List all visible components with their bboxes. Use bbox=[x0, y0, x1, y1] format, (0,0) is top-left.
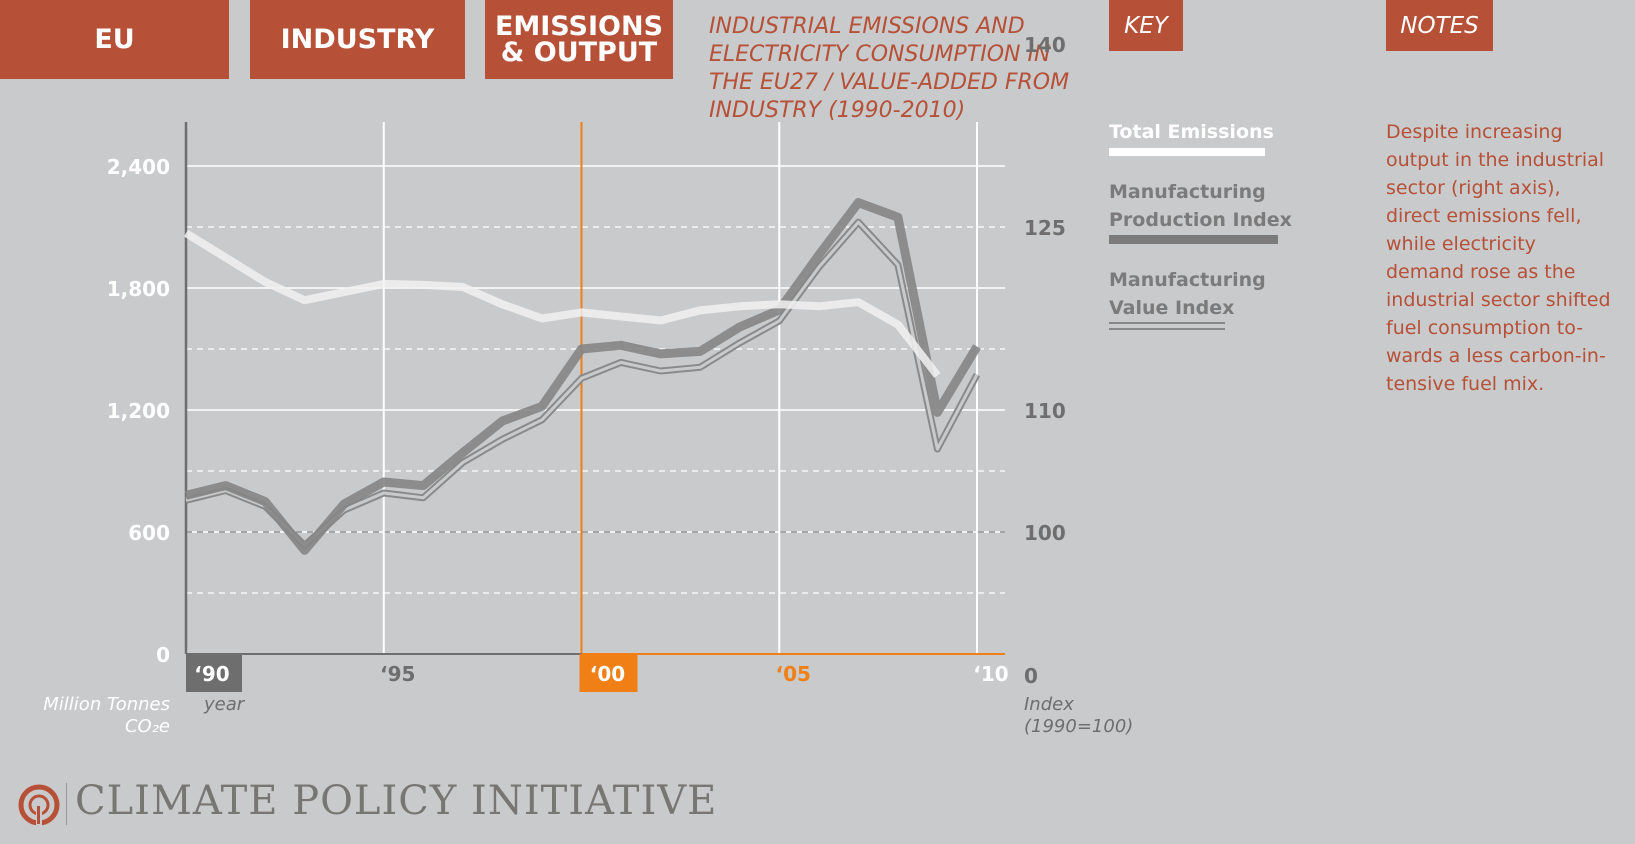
legend-label: Manufacturing bbox=[1109, 269, 1266, 291]
y-axis-right-title: (1990=100) bbox=[1024, 716, 1133, 737]
chart-title-line: INDUSTRY (1990-2010) bbox=[709, 98, 966, 123]
x-tick-label: ‘05 bbox=[776, 662, 811, 686]
chart-title-line: THE EU27 / VALUE-ADDED FROM bbox=[709, 70, 1070, 95]
chart-title-line: INDUSTRIAL EMISSIONS AND bbox=[709, 14, 1025, 39]
series-line-total-emissions bbox=[183, 229, 941, 378]
y-tick-label-right: 125 bbox=[1024, 216, 1066, 240]
legend-swatch-value-index-bottom bbox=[1109, 328, 1225, 330]
notes-text: Despite increasing output in the industr… bbox=[1386, 118, 1626, 398]
legend-total-emissions: Total Emissions bbox=[1109, 118, 1274, 146]
notes-line: wards a less carbon-in- bbox=[1386, 345, 1606, 367]
notes-line: while electricity bbox=[1386, 233, 1536, 255]
y-tick-label-right: 110 bbox=[1024, 399, 1066, 423]
legend-label: Production Index bbox=[1109, 209, 1292, 231]
chart-title-line: ELECTRICITY CONSUMPTION IN bbox=[709, 42, 1051, 67]
legend-swatch-value-index-top bbox=[1109, 322, 1225, 324]
x-tick-label: ‘10 bbox=[973, 662, 1008, 686]
y-tick-label-right: 100 bbox=[1024, 521, 1066, 545]
notes-line: sector (right axis), bbox=[1386, 177, 1561, 199]
y-tick-label-right-zero: 0 bbox=[1024, 664, 1038, 688]
x-axis-title: year bbox=[203, 694, 246, 715]
y-tick-label-left: 2,400 bbox=[107, 155, 170, 179]
y-axis-left-title: CO₂e bbox=[125, 716, 170, 737]
key-tab[interactable]: KEY bbox=[1109, 0, 1183, 51]
tab-industry[interactable]: INDUSTRY bbox=[250, 0, 465, 79]
tab-eu-label: EU bbox=[94, 23, 135, 55]
y-tick-label-left: 1,800 bbox=[107, 277, 170, 301]
logo-divider bbox=[66, 783, 67, 825]
y-axis-left-title: Million Tonnes bbox=[43, 694, 170, 715]
notes-line: output in the industrial bbox=[1386, 149, 1605, 171]
line-chart: 0 600 1,200 1,800 2,400 100 110 125 140 0 Million … bbox=[43, 33, 1133, 737]
notes-line: tensive fuel mix. bbox=[1386, 373, 1545, 395]
tab-emissions-label: EMISSIONS & OUTPUT bbox=[494, 10, 664, 68]
tab-industry-label: INDUSTRY bbox=[280, 23, 435, 55]
key-tab-label: KEY bbox=[1124, 12, 1168, 39]
tab-emissions-line1: EMISSIONS bbox=[494, 10, 664, 42]
x-tick-label: ‘00 bbox=[590, 662, 625, 686]
notes-line: direct emissions fell, bbox=[1386, 205, 1582, 227]
notes-line: industrial sector shifted bbox=[1386, 289, 1611, 311]
y-tick-label-left: 600 bbox=[128, 521, 170, 545]
chart-title: INDUSTRIAL EMISSIONS AND ELECTRICITY CON… bbox=[709, 13, 1089, 125]
x-tick-box bbox=[186, 654, 242, 692]
legend-label: Manufacturing bbox=[1109, 181, 1266, 203]
y-tick-label-right: 140 bbox=[1024, 33, 1066, 57]
legend-value-index: Manufacturing Value Index bbox=[1109, 266, 1266, 322]
brand-name: CLIMATE POLICY INITIATIVE bbox=[75, 778, 718, 824]
notes-tab[interactable]: NOTES bbox=[1386, 0, 1493, 51]
y-tick-label-left: 1,200 bbox=[107, 399, 170, 423]
legend-swatch-production-index bbox=[1109, 235, 1278, 244]
cpi-swirl-logo-icon bbox=[18, 784, 60, 827]
y-axis-right-title: Index bbox=[1024, 694, 1074, 715]
tab-emissions-output[interactable]: EMISSIONS & OUTPUT bbox=[485, 0, 673, 79]
notes-line: Despite increasing bbox=[1386, 121, 1563, 143]
legend-swatch-total-emissions bbox=[1109, 148, 1265, 156]
legend-label: Total Emissions bbox=[1109, 121, 1274, 143]
notes-tab-label: NOTES bbox=[1400, 12, 1479, 39]
x-tick-label: ‘90 bbox=[194, 662, 229, 686]
notes-line: fuel consumption to- bbox=[1386, 317, 1584, 339]
legend-label: Value Index bbox=[1109, 297, 1235, 319]
tab-eu[interactable]: EU bbox=[0, 0, 229, 79]
legend-production-index: Manufacturing Production Index bbox=[1109, 178, 1292, 234]
tab-emissions-line2: & OUTPUT bbox=[500, 36, 658, 68]
x-tick-box-highlight bbox=[579, 654, 638, 692]
notes-line: demand rose as the bbox=[1386, 261, 1576, 283]
y-tick-label-left: 0 bbox=[156, 643, 170, 667]
x-tick-label: ‘95 bbox=[380, 662, 415, 686]
series-line-production-index bbox=[184, 198, 981, 555]
